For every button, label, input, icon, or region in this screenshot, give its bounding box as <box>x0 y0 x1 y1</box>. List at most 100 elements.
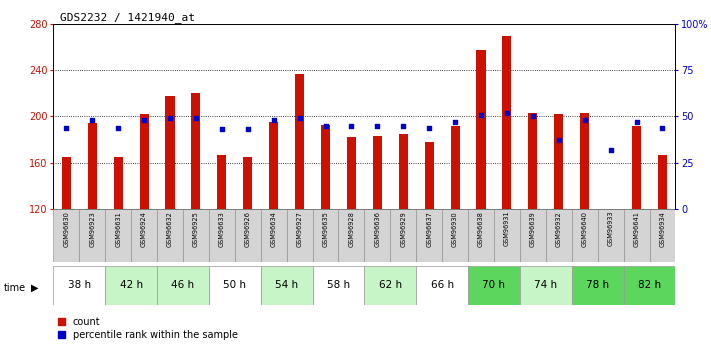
Bar <box>555 114 563 209</box>
Bar <box>624 209 650 262</box>
Point <box>164 116 176 121</box>
Point <box>553 138 565 143</box>
Text: GSM96931: GSM96931 <box>504 211 510 246</box>
Bar <box>261 209 287 262</box>
Bar <box>79 209 105 262</box>
Text: 46 h: 46 h <box>171 280 195 290</box>
Bar <box>209 209 235 262</box>
Text: GSM96925: GSM96925 <box>193 211 199 247</box>
Point <box>657 125 668 130</box>
Bar <box>442 209 468 262</box>
Bar <box>287 209 313 262</box>
Bar <box>416 266 468 305</box>
Bar <box>105 209 131 262</box>
Text: GSM96640: GSM96640 <box>582 211 588 247</box>
Point <box>631 119 642 125</box>
Point <box>605 147 616 152</box>
Point <box>216 127 228 132</box>
Bar <box>468 266 520 305</box>
Bar <box>580 113 589 209</box>
Bar <box>468 209 494 262</box>
Point <box>346 123 357 128</box>
Bar <box>658 155 667 209</box>
Point <box>294 116 305 121</box>
Text: 58 h: 58 h <box>327 280 350 290</box>
Bar <box>632 126 641 209</box>
Bar <box>166 96 174 209</box>
Text: GSM96638: GSM96638 <box>478 211 484 247</box>
Bar <box>269 122 278 209</box>
Text: time: time <box>4 283 26 293</box>
Bar <box>476 50 486 209</box>
Text: GSM96933: GSM96933 <box>608 211 614 246</box>
Text: GSM96934: GSM96934 <box>660 211 665 247</box>
Bar <box>503 36 511 209</box>
Point <box>397 123 409 128</box>
Text: GSM96929: GSM96929 <box>400 211 406 247</box>
Text: GSM96632: GSM96632 <box>167 211 173 247</box>
Text: 54 h: 54 h <box>275 280 298 290</box>
Text: GSM96928: GSM96928 <box>348 211 354 247</box>
Bar <box>321 125 330 209</box>
Bar <box>424 142 434 209</box>
Bar <box>528 113 538 209</box>
Bar <box>347 137 356 209</box>
Text: 82 h: 82 h <box>638 280 661 290</box>
Text: GSM96932: GSM96932 <box>556 211 562 247</box>
Bar <box>572 209 598 262</box>
Point <box>268 117 279 123</box>
Bar <box>53 266 105 305</box>
Bar <box>650 209 675 262</box>
Bar <box>209 266 261 305</box>
Point <box>320 123 331 128</box>
Bar <box>373 136 382 209</box>
Bar <box>572 266 624 305</box>
Bar <box>451 126 459 209</box>
Bar <box>105 266 157 305</box>
Text: GSM96641: GSM96641 <box>634 211 640 247</box>
Bar <box>218 155 226 209</box>
Bar <box>114 157 123 209</box>
Text: GSM96630: GSM96630 <box>63 211 69 247</box>
Bar <box>243 157 252 209</box>
Bar <box>295 74 304 209</box>
Point <box>476 112 487 117</box>
Bar <box>624 266 675 305</box>
Bar <box>399 134 408 209</box>
Bar <box>494 209 520 262</box>
Text: GSM96637: GSM96637 <box>426 211 432 247</box>
Text: GSM96635: GSM96635 <box>323 211 328 247</box>
Point <box>191 116 202 121</box>
Bar <box>261 266 313 305</box>
Legend: count, percentile rank within the sample: count, percentile rank within the sample <box>58 317 237 340</box>
Bar <box>364 209 390 262</box>
Bar <box>87 124 97 209</box>
Bar <box>416 209 442 262</box>
Text: ▶: ▶ <box>31 283 38 293</box>
Bar <box>139 114 149 209</box>
Point <box>87 117 98 123</box>
Bar <box>191 93 201 209</box>
Point <box>424 125 435 130</box>
Bar <box>157 266 209 305</box>
Bar <box>313 266 364 305</box>
Bar <box>62 157 71 209</box>
Point <box>372 123 383 128</box>
Bar <box>131 209 157 262</box>
Text: 38 h: 38 h <box>68 280 91 290</box>
Point <box>527 114 538 119</box>
Point <box>449 119 461 125</box>
Text: 50 h: 50 h <box>223 280 246 290</box>
Text: GSM96923: GSM96923 <box>89 211 95 247</box>
Point <box>112 125 124 130</box>
Text: GSM96634: GSM96634 <box>271 211 277 247</box>
Text: GDS2232 / 1421940_at: GDS2232 / 1421940_at <box>60 12 196 23</box>
Text: 74 h: 74 h <box>534 280 557 290</box>
Point <box>242 127 253 132</box>
Text: GSM96631: GSM96631 <box>115 211 121 247</box>
Bar <box>183 209 209 262</box>
Bar <box>157 209 183 262</box>
Point <box>501 110 513 116</box>
Bar <box>338 209 364 262</box>
Text: GSM96633: GSM96633 <box>219 211 225 247</box>
